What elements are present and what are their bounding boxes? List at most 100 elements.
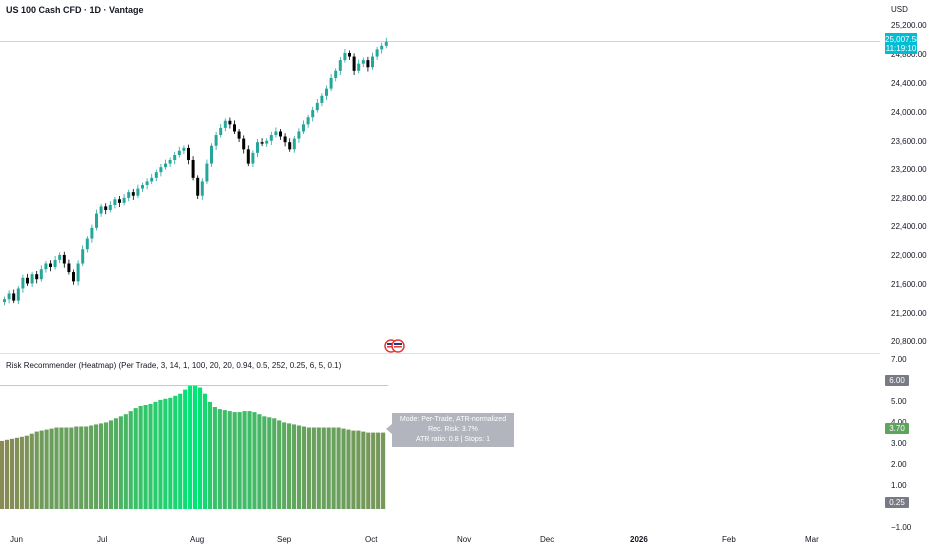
heatmap-bar <box>197 387 203 509</box>
heatmap-bar <box>44 429 49 509</box>
candle-body <box>306 117 310 125</box>
date-label: 2026 <box>630 535 648 544</box>
candle-body <box>219 127 223 136</box>
candle-body <box>251 152 255 164</box>
candle-body <box>205 163 209 182</box>
candle-body <box>196 177 200 196</box>
heatmap-bar <box>19 436 24 510</box>
heatmap-bar <box>232 412 237 509</box>
heatmap-bar <box>291 424 297 509</box>
heatmap-bar <box>14 437 19 509</box>
candle-body <box>7 293 11 300</box>
candle-body <box>3 299 6 303</box>
candle-body <box>228 120 232 125</box>
heatmap-bar <box>59 427 64 509</box>
date-label: Feb <box>722 535 736 544</box>
candle-body <box>274 131 278 136</box>
candle-body <box>302 124 305 132</box>
heatmap-bar <box>34 431 39 509</box>
heatmap-bar <box>123 414 128 509</box>
heatmap-bar <box>4 439 10 509</box>
price-tick: 22,400.00 <box>891 222 927 231</box>
candle-body <box>95 213 98 228</box>
pane-divider[interactable] <box>0 353 880 354</box>
candle-body <box>159 167 163 173</box>
heatmap-bar <box>306 427 311 509</box>
candle-body <box>12 293 16 301</box>
heatmap-bar <box>74 426 79 509</box>
candle-body <box>338 60 342 71</box>
candle-body <box>30 274 34 284</box>
heatmap-bar <box>207 401 212 509</box>
heatmap-bar <box>351 430 356 509</box>
heatmap-bar <box>282 422 287 509</box>
symbol-title[interactable]: US 100 Cash CFD · 1D · Vantage <box>6 5 144 15</box>
indicator-title[interactable]: Risk Recommender (Heatmap) (Per Trade, 3… <box>6 361 342 370</box>
candle-body <box>182 147 186 151</box>
heatmap-bar <box>54 427 59 509</box>
candle-body <box>329 77 333 89</box>
last-price-tag: 25,007.58 11:19:10 <box>885 33 921 54</box>
heatmap-bar <box>381 432 386 509</box>
heatmap-bar <box>143 405 148 509</box>
tooltip-pointer <box>386 424 392 434</box>
tooltip-atr: ATR ratio: 0.8 | Stops: 1 <box>415 436 491 443</box>
indicator-tick: 4.00 <box>891 418 907 427</box>
heatmap-bar <box>138 406 143 509</box>
candle-body <box>76 263 80 282</box>
heatmap-bar <box>296 425 302 509</box>
candle-body <box>104 206 108 210</box>
tooltip-risk: Rec. Risk: 3.7% <box>428 426 478 433</box>
candle-body <box>53 259 57 268</box>
candle-body <box>315 102 319 111</box>
heatmap-bar <box>84 426 89 509</box>
indicator-tick: −1.00 <box>891 523 912 532</box>
heatmap-bar <box>326 427 331 509</box>
price-tick: 24,800.00 <box>891 50 927 59</box>
candle-body <box>297 131 301 139</box>
candle-body <box>200 181 204 196</box>
candle-body <box>136 188 140 196</box>
candle-body <box>256 142 259 153</box>
candle-body <box>260 142 264 144</box>
candle-body <box>118 199 121 203</box>
date-label: Jun <box>10 535 23 544</box>
heatmap-bar <box>29 433 34 509</box>
candle-body <box>242 138 246 150</box>
candle-body <box>237 131 241 139</box>
candle-body <box>357 63 361 71</box>
candle-body <box>127 192 131 198</box>
date-label: Mar <box>805 535 819 544</box>
date-label: Sep <box>277 535 292 544</box>
date-label: Nov <box>457 535 472 544</box>
candle-body <box>348 52 351 57</box>
candle-body <box>375 49 379 57</box>
price-tick: 21,600.00 <box>891 280 927 289</box>
candle-body <box>154 172 158 178</box>
current-value-badge: 3.70 <box>885 423 909 434</box>
candle-body <box>361 60 365 64</box>
candle-body <box>122 197 126 203</box>
candle-body <box>26 277 29 284</box>
candle-body <box>150 177 154 182</box>
last-price: 25,007.58 <box>885 35 921 44</box>
heatmap-bar <box>316 427 321 509</box>
candle-body <box>113 199 117 205</box>
heatmap-bar <box>108 420 114 509</box>
candle-body <box>320 95 324 103</box>
heatmap-bar <box>158 399 163 509</box>
heatmap-bar <box>183 389 188 509</box>
heatmap-bar <box>366 432 371 509</box>
heatmap-bar <box>361 431 366 509</box>
date-label: Jul <box>97 535 108 544</box>
heatmap-bar <box>267 417 272 509</box>
heatmap-bar <box>331 427 336 509</box>
heatmap-bar <box>301 426 307 509</box>
candle-body <box>131 192 135 196</box>
candle-body <box>187 147 190 161</box>
heatmap-bar <box>113 418 118 509</box>
price-tick: 25,200.00 <box>891 21 927 30</box>
economic-events-icon[interactable] <box>384 339 406 353</box>
heatmap-bar <box>311 427 316 509</box>
